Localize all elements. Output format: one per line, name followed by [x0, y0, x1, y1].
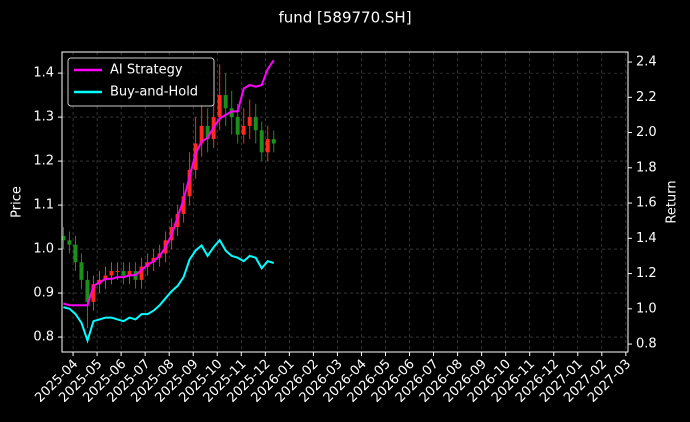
candle-body	[247, 117, 252, 126]
y-tick-label: 1.4	[33, 66, 54, 81]
candle-body	[109, 271, 114, 276]
candle-body	[181, 196, 186, 214]
y2-tick-label: 1.6	[636, 196, 657, 211]
candle-body	[61, 235, 66, 241]
candle-body	[85, 279, 90, 302]
y2-tick-label: 2.2	[636, 90, 657, 105]
y-tick-label: 1.2	[33, 154, 54, 169]
candle-body	[127, 271, 132, 276]
candle-body	[259, 130, 264, 153]
y-tick-label: 0.9	[33, 286, 54, 301]
y2-tick-label: 1.4	[636, 231, 657, 246]
y2-tick-label: 0.8	[636, 337, 657, 352]
candle-body	[271, 139, 276, 144]
legend-label: Buy-and-Hold	[110, 85, 198, 100]
legend-box	[67, 57, 215, 107]
candle-body	[79, 262, 84, 280]
y2-axis-label: Return	[665, 180, 680, 223]
y-tick-label: 1.0	[33, 242, 54, 257]
candle-body	[115, 271, 120, 273]
candle-body	[91, 284, 96, 302]
y2-tick-label: 1.8	[636, 160, 657, 175]
candle-body	[265, 139, 270, 153]
plot-frame	[61, 51, 629, 353]
candle-body	[175, 213, 180, 228]
candle-body	[73, 244, 78, 263]
candle-body	[199, 125, 204, 144]
y2-tick-label: 2.0	[636, 125, 657, 140]
y-axis-label: Price	[10, 186, 25, 218]
candle-body	[139, 266, 144, 280]
candle-body	[253, 117, 258, 131]
candle-body	[103, 275, 108, 280]
y-tick-label: 1.1	[33, 198, 54, 213]
y2-tick-label: 1.0	[636, 301, 657, 316]
candle-body	[121, 271, 126, 276]
y2-tick-label: 2.4	[636, 55, 657, 70]
chart-title: fund [589770.SH]	[278, 9, 411, 27]
candle-body	[67, 240, 72, 245]
y-tick-label: 0.8	[33, 330, 54, 345]
series-line	[63, 238, 274, 344]
y2-tick-label: 1.2	[636, 266, 657, 281]
y-tick-label: 1.3	[33, 110, 54, 125]
candle-body	[217, 95, 222, 118]
series-line	[63, 59, 275, 307]
candle-body	[235, 117, 240, 135]
candle-body	[223, 95, 228, 109]
candle-body	[229, 108, 234, 118]
candle-body	[241, 125, 246, 135]
candle-body	[187, 169, 192, 197]
legend-label: AI Strategy	[110, 63, 183, 78]
candle-body	[205, 125, 210, 140]
